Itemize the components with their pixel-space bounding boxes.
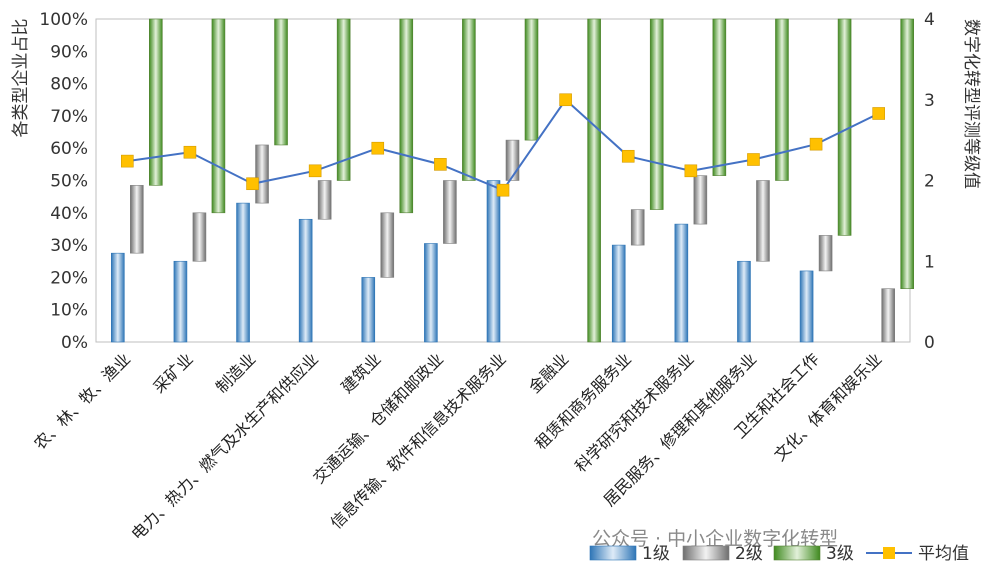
average-marker-12	[872, 107, 885, 120]
average-marker-10	[747, 153, 760, 166]
y2-tick-label: 1	[924, 252, 935, 272]
bar-1级-4	[361, 277, 376, 343]
bar-3级-3	[336, 18, 351, 181]
y-tick-label: 50%	[50, 172, 88, 192]
bar-2级-12	[881, 288, 895, 343]
average-marker-9	[684, 164, 698, 178]
legend-label: 3级	[826, 544, 854, 564]
y-tick-label: 20%	[50, 268, 88, 288]
bar-2级-1	[192, 212, 207, 262]
bar-2级-9	[693, 175, 708, 225]
bar-1级-5	[424, 243, 438, 343]
average-line-layer	[121, 93, 885, 197]
legend-label: 1级	[642, 544, 670, 564]
bar-2级-4	[380, 212, 395, 278]
legend-swatch	[773, 545, 821, 561]
y-tick-label: 70%	[50, 107, 88, 127]
bar-1级-0	[111, 252, 125, 343]
y2-tick-label: 2	[924, 172, 935, 192]
average-marker-6	[496, 183, 510, 197]
bar-3级-1	[211, 18, 226, 214]
average-marker-5	[434, 158, 447, 171]
category-label: 金融业	[525, 349, 572, 396]
bar-1级-1	[173, 260, 188, 343]
category-label: 文化、体育和娱乐业	[770, 349, 885, 464]
bar-2级-2	[255, 144, 269, 204]
legend: 1级 2级 3级 平均值	[589, 544, 969, 564]
average-marker-4	[371, 141, 385, 155]
bar-1级-11	[799, 270, 814, 343]
bar-3级-5	[462, 18, 476, 181]
y-tick-label: 10%	[50, 301, 88, 321]
average-marker-3	[308, 164, 322, 178]
y-tick-label: 0%	[61, 333, 88, 353]
bar-2级-0	[130, 185, 144, 254]
y-tick-label: 40%	[50, 204, 88, 224]
bar-1级-2	[236, 202, 250, 343]
category-label: 农、林、牧、渔业	[30, 349, 134, 453]
y2-tick-label: 4	[924, 10, 935, 30]
bar-1级-10	[737, 260, 751, 343]
category-label: 采矿业	[149, 349, 196, 396]
bar-3级-9	[712, 18, 727, 176]
left-axis-ticks: 0% 10% 20% 30% 40% 50% 60% 70% 80% 90% 100%	[39, 10, 88, 353]
bar-3级-4	[399, 18, 414, 214]
bar-3级-8	[649, 18, 664, 210]
bar-2级-11	[818, 235, 833, 272]
legend-label: 2级	[735, 544, 763, 564]
watermark-text: 公众号 · 中小企业数字化转型	[592, 528, 838, 550]
bar-1级-3	[298, 218, 313, 343]
y2-tick-label: 0	[924, 333, 935, 353]
right-axis-ticks: 0 1 2 3 4	[924, 10, 935, 353]
bar-2级-3	[317, 180, 332, 220]
bar-3级-10	[775, 18, 789, 181]
bar-1级-8	[611, 244, 626, 343]
category-label: 科学研究和技术服务业	[571, 349, 698, 476]
y-tick-label: 30%	[50, 236, 88, 256]
bar-3级-2	[274, 18, 288, 146]
category-label: 建筑业	[337, 349, 384, 396]
average-marker-2	[246, 177, 259, 191]
bar-1级-6	[486, 180, 501, 343]
bar-1级-9	[674, 223, 689, 343]
bar-3级-6	[524, 18, 539, 141]
average-line	[127, 98, 880, 192]
bar-2级-6	[505, 139, 520, 181]
average-marker-8	[621, 149, 635, 163]
y-tick-label: 60%	[50, 139, 88, 159]
bars-layer	[111, 18, 914, 343]
y-tick-label: 90%	[50, 42, 88, 62]
y-tick-label: 100%	[39, 10, 88, 30]
bar-3级-12	[900, 18, 914, 290]
average-marker-1	[183, 145, 197, 159]
average-marker-11	[809, 137, 823, 151]
average-marker-0	[121, 154, 134, 168]
legend-marker-swatch	[883, 547, 895, 559]
y-tick-label: 80%	[50, 75, 88, 95]
legend-swatch	[682, 545, 730, 561]
y2-tick-label: 3	[924, 91, 935, 111]
y2-axis-title: 数字化转型评测等级值	[961, 19, 981, 189]
bar-3级-0	[149, 18, 163, 186]
category-label: 制造业	[212, 349, 259, 396]
bar-2级-8	[630, 209, 645, 246]
bar-2级-5	[443, 180, 457, 244]
y-axis-title: 各类型企业占比	[11, 19, 31, 138]
bar-3级-7	[587, 18, 601, 343]
average-marker-7	[559, 93, 572, 107]
bar-2级-10	[756, 180, 770, 262]
legend-swatch	[589, 545, 637, 561]
legend-label: 平均值	[918, 544, 969, 564]
